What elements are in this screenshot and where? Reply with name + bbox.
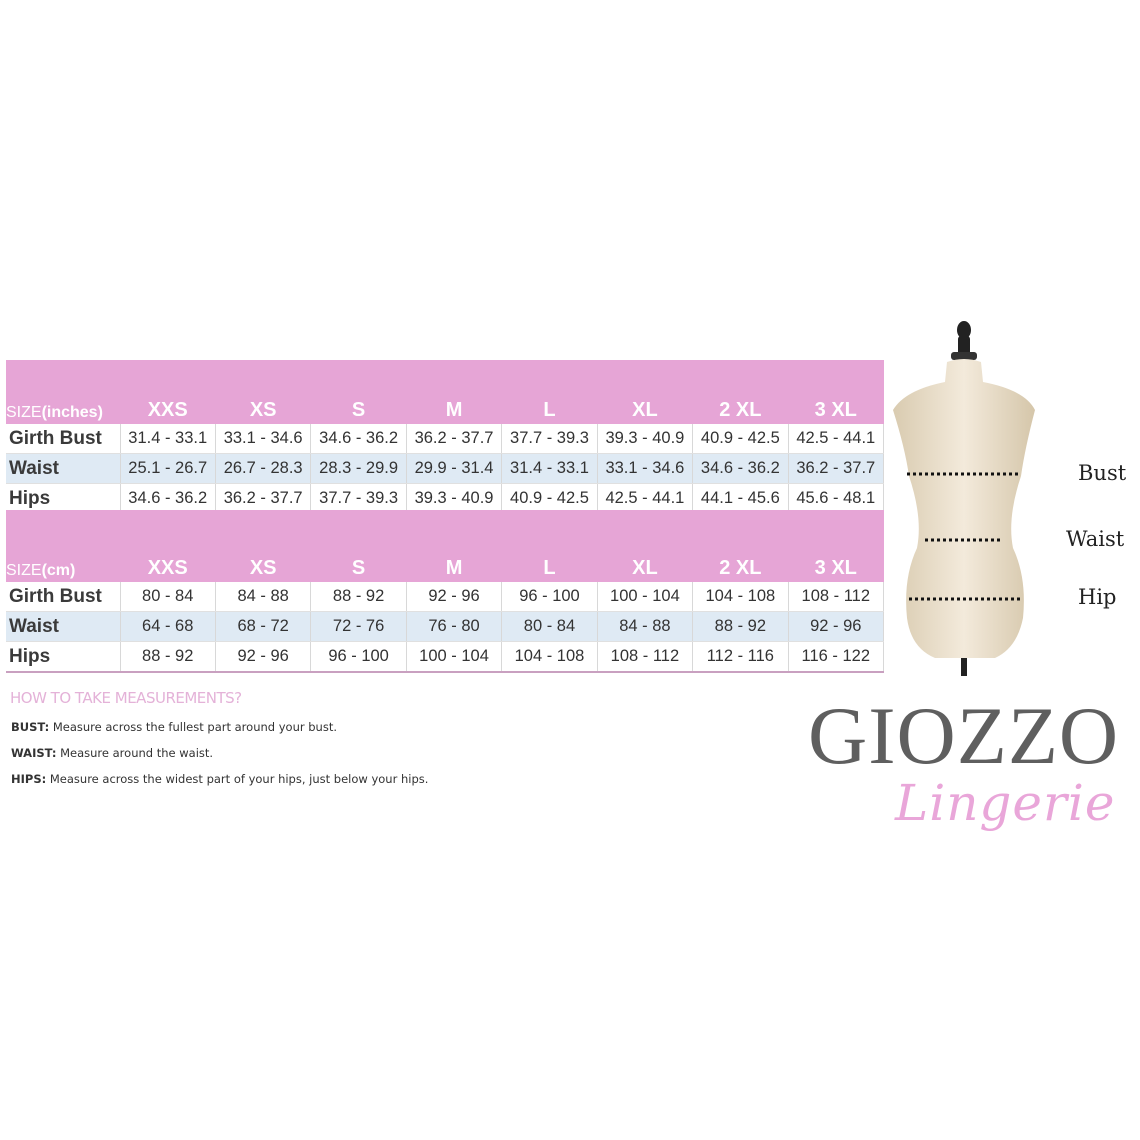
row-label: Girth Bust (6, 424, 121, 454)
brand-logo: GIOZZO (808, 690, 1120, 781)
table-cell: 39.3 - 40.9 (597, 424, 694, 454)
table-cell: 40.9 - 42.5 (692, 424, 789, 454)
table-cell: 92 - 96 (406, 582, 503, 612)
table-cell: 88 - 92 (120, 641, 216, 673)
table-cell: 26.7 - 28.3 (215, 453, 312, 484)
size-header: S (310, 360, 407, 424)
table-cell: 36.2 - 37.7 (406, 424, 503, 454)
size-table-inches: SIZE(inches) XXS XS S M L XL 2 XL 3 XL Girth Bust… (6, 360, 885, 515)
size-header: 3 XL (788, 510, 884, 582)
row-label: Girth Bust (6, 582, 121, 612)
table-cell: 108 - 112 (788, 582, 885, 612)
table-cell: 33.1 - 34.6 (215, 424, 312, 454)
table-cell: 96 - 100 (310, 641, 407, 673)
table-row: Waist 25.1 - 26.7 26.7 - 28.3 28.3 - 29.9 29… (6, 453, 885, 484)
hip-label: Hip (1078, 585, 1117, 609)
howto-hips: HIPS: Measure across the widest part of … (11, 772, 428, 786)
table-cell: 34.6 - 36.2 (310, 424, 407, 454)
table-cell: 76 - 80 (406, 611, 503, 642)
size-header: S (310, 510, 407, 582)
table-cell: 25.1 - 26.7 (120, 453, 216, 484)
howto-key: WAIST: (11, 746, 57, 760)
table-cell: 84 - 88 (597, 611, 694, 642)
howto-waist: WAIST: Measure around the waist. (11, 746, 213, 760)
howto-text: Measure across the widest part of your h… (46, 772, 429, 786)
howto-key: HIPS: (11, 772, 47, 786)
size-header: 2 XL (692, 510, 789, 582)
table-cell: 96 - 100 (501, 582, 598, 612)
table-cell: 28.3 - 29.9 (310, 453, 407, 484)
table-cell: 100 - 104 (597, 582, 694, 612)
table-cell: 64 - 68 (120, 611, 216, 642)
table-cell: 112 - 116 (692, 641, 789, 673)
row-label: Hips (6, 483, 121, 515)
size-header: 2 XL (692, 360, 789, 424)
table-cell: 116 - 122 (788, 641, 885, 673)
table-cell: 108 - 112 (597, 641, 694, 673)
size-header: XS (215, 510, 311, 582)
table-cell: 88 - 92 (692, 611, 789, 642)
table-cell: 68 - 72 (215, 611, 312, 642)
table-cell: 31.4 - 33.1 (120, 424, 216, 454)
table-row: Waist 64 - 68 68 - 72 72 - 76 76 - 80 80 - 84… (6, 611, 885, 642)
unit-header: SIZE(cm) (6, 510, 120, 582)
howto-text: Measure around the waist. (56, 746, 214, 760)
table-cell: 37.7 - 39.3 (501, 424, 598, 454)
unit-prefix: SIZE (6, 404, 42, 421)
brand-logo-script: Lingerie (895, 774, 1116, 832)
header-row: SIZE(inches) XXS XS S M L XL 2 XL 3 XL (6, 360, 884, 424)
howto-key: BUST: (11, 720, 50, 734)
table-cell: 80 - 84 (120, 582, 216, 612)
table-cell: 33.1 - 34.6 (597, 453, 694, 484)
size-header: XXS (120, 510, 216, 582)
table-cell: 72 - 76 (310, 611, 407, 642)
size-table-cm: SIZE(cm) XXS XS S M L XL 2 XL 3 XL Girth Bust 80 -… (6, 510, 885, 673)
table-cell: 100 - 104 (406, 641, 503, 673)
size-header: L (501, 360, 598, 424)
unit-prefix: SIZE (6, 562, 42, 579)
table-cell: 45.6 - 48.1 (788, 483, 885, 515)
row-label: Hips (6, 641, 121, 673)
table-cell: 31.4 - 33.1 (501, 453, 598, 484)
table-cell: 42.5 - 44.1 (788, 424, 885, 454)
unit-header: SIZE(inches) (6, 360, 120, 424)
size-header: L (501, 510, 598, 582)
unit-label: (inches) (41, 404, 103, 421)
table-cell: 92 - 96 (215, 641, 312, 673)
size-header: XXS (120, 360, 216, 424)
table-cell: 84 - 88 (215, 582, 312, 612)
table-cell: 104 - 108 (501, 641, 598, 673)
table-row: Girth Bust 80 - 84 84 - 88 88 - 92 92 - 96 96… (6, 582, 885, 612)
size-header: M (406, 360, 502, 424)
table-cell: 88 - 92 (310, 582, 407, 612)
table-row: Hips 88 - 92 92 - 96 96 - 100 100 - 104 104 -… (6, 641, 885, 673)
row-label: Waist (6, 453, 121, 484)
mannequin-image (893, 321, 1035, 676)
size-header: XL (597, 510, 693, 582)
howto-bust: BUST: Measure across the fullest part ar… (11, 720, 337, 734)
row-label: Waist (6, 611, 121, 642)
howto-title: HOW TO TAKE MEASUREMENTS? (10, 689, 242, 707)
howto-text: Measure across the fullest part around y… (49, 720, 337, 734)
header-row: SIZE(cm) XXS XS S M L XL 2 XL 3 XL (6, 510, 884, 582)
size-header: M (406, 510, 502, 582)
table-row: Girth Bust 31.4 - 33.1 33.1 - 34.6 34.6 - 3… (6, 424, 885, 454)
bust-label: Bust (1078, 461, 1127, 485)
table-cell: 34.6 - 36.2 (120, 483, 216, 515)
table-cell: 80 - 84 (501, 611, 598, 642)
size-header: 3 XL (788, 360, 884, 424)
waist-label: Waist (1066, 527, 1125, 551)
size-header: XS (215, 360, 311, 424)
size-header: XL (597, 360, 693, 424)
table-cell: 36.2 - 37.7 (788, 453, 885, 484)
table-cell: 34.6 - 36.2 (692, 453, 789, 484)
unit-label: (cm) (41, 562, 76, 579)
table-cell: 92 - 96 (788, 611, 885, 642)
table-cell: 104 - 108 (692, 582, 789, 612)
table-cell: 29.9 - 31.4 (406, 453, 503, 484)
